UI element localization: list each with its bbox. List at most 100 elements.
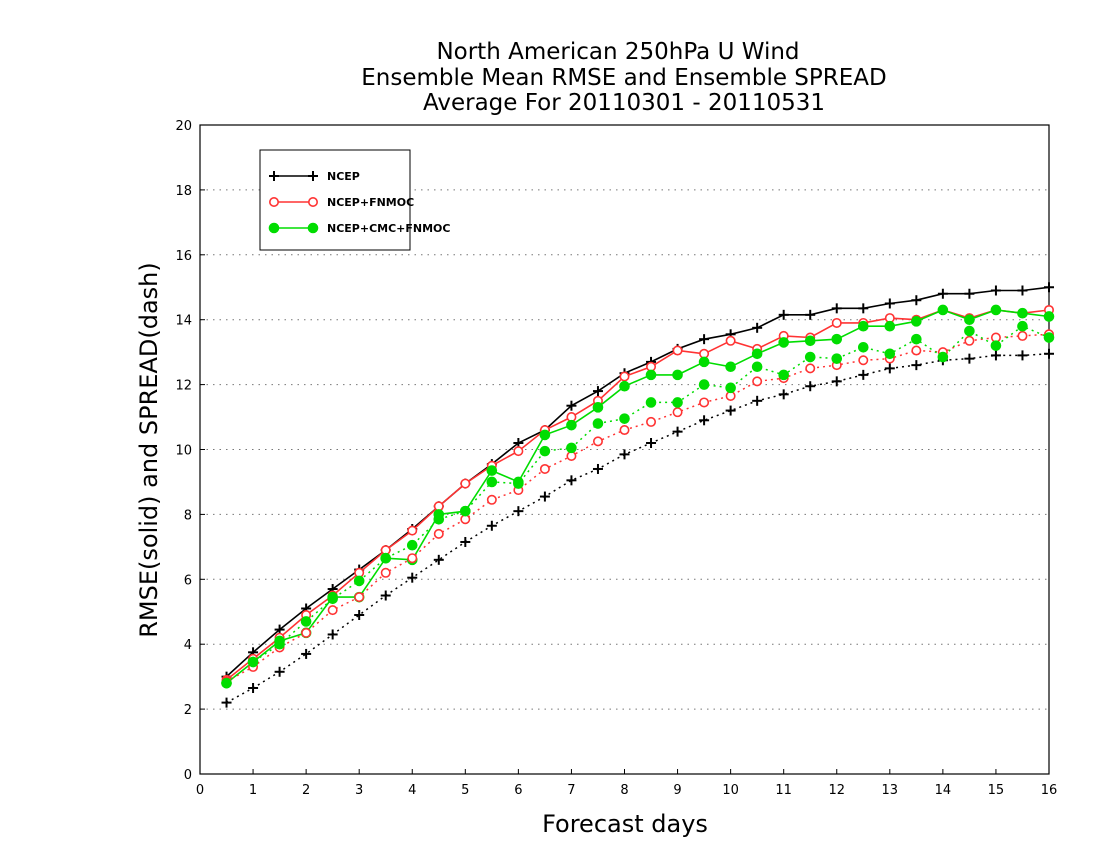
data-point: [566, 419, 577, 431]
series-line-ncep-fnmoc-spread: [226, 333, 1050, 683]
x-tick-label: 7: [567, 783, 575, 798]
x-tick-label: 11: [775, 783, 792, 798]
data-point: [407, 525, 418, 536]
series-line-ncep-cmc-fnmoc-spread: [226, 325, 1050, 684]
data-point: [645, 397, 657, 408]
data-point: [805, 309, 816, 320]
legend-box: [259, 149, 411, 251]
data-point: [646, 438, 657, 449]
y-tick-label: 16: [175, 249, 192, 264]
data-point: [380, 567, 391, 578]
x-tick-label: 4: [408, 783, 416, 798]
data-point: [592, 418, 604, 429]
data-point: [990, 340, 1002, 351]
data-point: [725, 405, 736, 416]
data-point: [539, 463, 550, 474]
x-tick-label: 9: [673, 783, 681, 798]
x-tick-label: 6: [514, 783, 522, 798]
y-tick-label: 12: [175, 379, 192, 394]
data-point: [460, 505, 471, 517]
y-tick-label: 6: [184, 573, 192, 588]
data-point: [804, 335, 816, 347]
data-point: [221, 697, 232, 708]
data-point: [513, 446, 524, 457]
data-point: [990, 285, 1001, 296]
data-point: [911, 295, 922, 306]
data-point: [1043, 332, 1055, 343]
x-tick-label: 15: [988, 783, 1005, 798]
data-point: [778, 369, 789, 381]
data-point: [858, 355, 869, 366]
data-point: [831, 317, 842, 328]
data-point: [406, 539, 418, 551]
data-point: [911, 360, 922, 371]
x-tick-label: 5: [461, 783, 469, 798]
y-axis-label: RMSE(solid) and SPREAD(dash): [135, 262, 163, 638]
data-point: [831, 353, 843, 364]
legend-entry: NCEP: [269, 170, 360, 183]
data-point: [964, 325, 975, 337]
data-point: [751, 348, 763, 360]
data-point: [964, 353, 975, 364]
chart-title-line-3: Average For 20110301 - 20110531: [423, 90, 825, 116]
data-point: [619, 371, 630, 382]
data-point: [566, 442, 577, 454]
legend-entry: NCEP+FNMOC: [268, 196, 414, 209]
x-tick-label: 8: [620, 783, 628, 798]
data-point: [619, 380, 630, 392]
data-point: [1017, 330, 1028, 341]
data-point: [672, 407, 683, 418]
data-series: [221, 282, 1055, 708]
data-point: [699, 415, 710, 426]
data-point: [778, 389, 789, 400]
data-point: [247, 656, 259, 668]
data-point: [752, 395, 763, 406]
legend-marker: [307, 222, 319, 234]
data-point: [964, 288, 975, 299]
series-line-ncep-cmc-fnmoc-rmse: [226, 309, 1050, 684]
data-point: [1044, 348, 1054, 359]
data-point: [672, 345, 683, 356]
data-point: [990, 304, 1002, 316]
data-point: [698, 379, 710, 390]
data-point: [698, 356, 710, 368]
data-point: [831, 376, 842, 387]
data-point: [592, 402, 604, 413]
data-point: [619, 425, 630, 436]
data-point: [778, 309, 789, 320]
data-point: [354, 592, 365, 603]
data-point: [752, 322, 763, 333]
y-tick-label: 2: [184, 703, 192, 718]
data-point: [592, 436, 603, 447]
data-point: [1017, 307, 1028, 319]
x-tick-label: 12: [828, 783, 845, 798]
data-point: [857, 320, 869, 332]
data-point: [964, 335, 975, 346]
data-point: [831, 303, 842, 314]
legend-marker: [268, 197, 279, 208]
data-point: [486, 520, 497, 531]
data-point: [539, 429, 551, 441]
legend-label: NCEP+FNMOC: [327, 196, 414, 209]
data-point: [1017, 320, 1028, 332]
x-tick-label: 2: [302, 783, 310, 798]
y-tick-label: 20: [175, 119, 192, 134]
data-point: [513, 506, 524, 517]
y-tick-label: 10: [175, 444, 192, 459]
chart-title-line-2: Ensemble Mean RMSE and Ensemble SPREAD: [361, 65, 886, 91]
data-point: [858, 303, 869, 314]
series-ncep-spread: [221, 348, 1054, 708]
data-point: [699, 334, 710, 345]
data-point: [857, 341, 869, 353]
data-point: [884, 320, 896, 332]
data-point: [937, 351, 949, 363]
data-point: [433, 554, 444, 565]
data-point: [592, 463, 603, 474]
data-point: [752, 376, 763, 387]
data-point: [990, 350, 1001, 361]
data-point: [1017, 285, 1028, 296]
data-point: [380, 552, 392, 564]
series-line-ncep-spread: [226, 353, 1050, 704]
data-point: [911, 333, 922, 345]
